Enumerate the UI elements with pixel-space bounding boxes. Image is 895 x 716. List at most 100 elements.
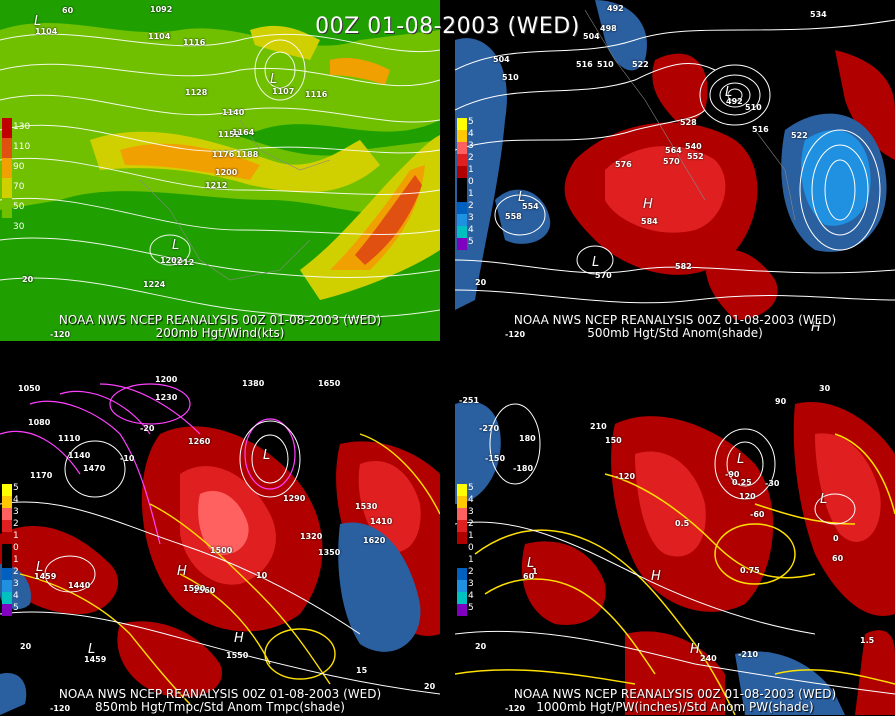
height-label: 1500	[210, 546, 233, 555]
high-center-marker: H	[811, 320, 821, 335]
panel-caption-variable: 850mb Hgt/Tmpc/Std Anom Tmpc(shade)	[95, 700, 345, 714]
height-label: 534	[810, 10, 827, 19]
height-label: 552	[687, 152, 704, 161]
scale-label: 3	[468, 579, 474, 589]
scale-label: 0	[13, 543, 19, 553]
panel-caption-variable: 1000mb Hgt/PW(inches)/Std Anom PW(shade)	[536, 700, 814, 714]
pw-label: 1	[532, 567, 538, 576]
height-label: 504	[493, 55, 510, 64]
height-label: 1620	[363, 536, 386, 545]
height-label: 1202	[160, 256, 183, 265]
low-center-marker: L	[88, 642, 96, 657]
scale-label: 90	[13, 162, 25, 172]
longitude-label: -120	[505, 330, 526, 339]
scale-label: 4	[13, 495, 19, 505]
height-label: 1224	[143, 280, 166, 289]
height-label: 516	[576, 60, 593, 69]
panel-caption-variable: 500mb Hgt/Std Anom(shade)	[587, 326, 763, 340]
panel-500mb-anomaly: 5 4 3 2 1 0 1 2 3 4 5 492 504 498 504 51…	[455, 0, 895, 341]
scale-label: 1	[13, 555, 19, 565]
latitude-label: 60	[62, 6, 74, 15]
height-label: 516	[752, 125, 769, 134]
height-label: 522	[791, 131, 808, 140]
latitude-label: 20	[20, 642, 32, 651]
height-label: 1188	[236, 150, 259, 159]
height-label: 1140	[222, 108, 245, 117]
height-label: 150	[605, 436, 622, 445]
scale-label: 4	[468, 591, 474, 601]
height-label: 1080	[28, 418, 51, 427]
temp-label: -10	[120, 454, 135, 463]
height-label: 1128	[185, 88, 208, 97]
scale-label: 1	[468, 165, 474, 175]
height-label: 60	[523, 572, 535, 581]
scale-label: 130	[13, 122, 31, 132]
temp-label: 15	[356, 666, 368, 675]
scale-label: 2	[468, 201, 474, 211]
pw-label: 0.25	[732, 478, 752, 487]
height-label: -270	[479, 424, 500, 433]
scale-label: 4	[468, 495, 474, 505]
height-label: 1200	[215, 168, 238, 177]
height-label: 210	[590, 422, 607, 431]
scale-label: 2	[13, 519, 19, 529]
scale-label: 3	[13, 507, 19, 517]
low-center-marker: L	[172, 238, 180, 253]
height-label: -150	[485, 454, 506, 463]
low-center-marker: L	[518, 190, 526, 205]
height-label: 1092	[150, 5, 173, 14]
scale-label: 1	[468, 189, 474, 199]
height-label: 1230	[155, 393, 178, 402]
height-label: 1560	[193, 586, 216, 595]
panel-caption-source: NOAA NWS NCEP REANALYSIS 00Z 01-08-2003 …	[513, 687, 837, 701]
height-label: -120	[615, 472, 636, 481]
height-label: 584	[641, 217, 658, 226]
height-label: -251	[459, 396, 480, 405]
precipitable-water-map	[455, 374, 895, 715]
low-center-marker: L	[263, 448, 271, 463]
height-label: 558	[505, 212, 522, 221]
height-label: -210	[738, 650, 759, 659]
pw-anomaly-color-scale	[457, 484, 467, 616]
height-label: 510	[502, 73, 519, 82]
latitude-label: 20	[475, 642, 487, 651]
scale-label: 1	[468, 555, 474, 565]
latitude-label: 20	[475, 278, 487, 287]
height-label: 510	[597, 60, 614, 69]
scale-label: 3	[468, 141, 474, 151]
height-label: 1170	[30, 471, 53, 480]
high-value-label: 1550	[226, 651, 249, 660]
scale-label: 3	[468, 507, 474, 517]
height-label: 1110	[58, 434, 81, 443]
temp-label: -20	[140, 424, 155, 433]
height-label: 522	[632, 60, 649, 69]
height-label: 576	[615, 160, 632, 169]
scale-label: 110	[13, 142, 31, 152]
height-label: 1116	[183, 38, 206, 47]
temp-anomaly-color-scale	[2, 484, 12, 616]
height-label: 540	[685, 142, 702, 151]
height-label: 492	[607, 4, 624, 13]
height-label: 1140	[68, 451, 91, 460]
height-label: 180	[519, 434, 536, 443]
low-center-marker: L	[36, 560, 44, 575]
low-center-marker: L	[527, 556, 535, 571]
scale-label: 50	[13, 202, 25, 212]
longitude-label: -120	[50, 704, 71, 713]
high-center-marker: H	[177, 564, 187, 579]
height-label: 1176	[212, 150, 235, 159]
height-label: 1104	[148, 32, 171, 41]
low-value-label: 1459	[34, 572, 57, 581]
height-label: 498	[600, 24, 617, 33]
height-label: 1290	[283, 494, 306, 503]
height-label: 1116	[305, 90, 328, 99]
main-title: 00Z 01-08-2003 (WED)	[315, 14, 580, 39]
scale-label: 5	[13, 483, 19, 493]
height-label: 0	[833, 534, 839, 543]
height-label: 1152	[218, 130, 241, 139]
scale-label: 5	[13, 603, 19, 613]
scale-label: 5	[468, 117, 474, 127]
height-anomaly-map	[455, 0, 895, 341]
scale-label: 5	[468, 237, 474, 247]
height-label: 30	[819, 384, 831, 393]
